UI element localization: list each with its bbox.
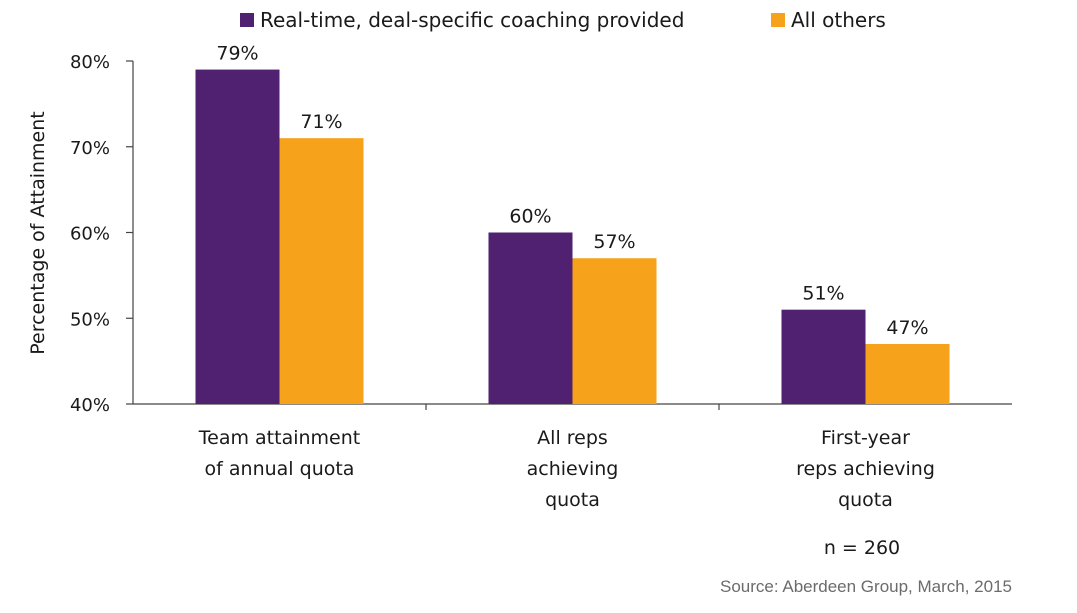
y-tick-label: 50% (70, 309, 110, 330)
data-label: 57% (593, 231, 635, 253)
y-axis: 40% 50% 60% 70% 80% (70, 52, 134, 416)
bar-series-1-cat-3 (781, 309, 866, 404)
data-label: 47% (886, 317, 928, 339)
category-label: Team attainment of annual quota (198, 427, 360, 480)
y-tick-label: 40% (70, 395, 110, 416)
y-axis-label: Percentage of Attainment (27, 111, 49, 355)
bar-series-1-cat-1 (195, 69, 280, 404)
data-label: 60% (509, 206, 551, 228)
data-label: 79% (216, 43, 258, 65)
data-labels-group: 79% 71% 60% 57% 51% 47% (216, 43, 928, 339)
category-label: First-year reps achieving quota (796, 427, 935, 511)
chart-legend: Real-time, deal-specific coaching provid… (240, 8, 886, 32)
y-tick-label: 80% (70, 52, 110, 73)
x-axis (133, 403, 1012, 410)
y-tick-label: 60% (70, 224, 110, 245)
bar-series-2-cat-2 (572, 258, 657, 404)
legend-swatch (240, 13, 254, 27)
bar-series-2-cat-3 (865, 343, 950, 404)
legend-label: Real-time, deal-specific coaching provid… (260, 8, 684, 32)
sample-size-note: n = 260 (824, 537, 900, 559)
bars-group (195, 69, 950, 405)
legend-swatch (771, 13, 785, 27)
legend-label: All others (791, 8, 886, 32)
category-labels-group: Team attainment of annual quota All reps ac… (198, 427, 935, 511)
bar-series-1-cat-2 (488, 232, 573, 404)
source-note: Source: Aberdeen Group, March, 2015 (720, 577, 1012, 596)
category-label: All reps achieving quota (527, 427, 619, 511)
data-label: 51% (802, 283, 844, 305)
y-tick-label: 70% (70, 138, 110, 159)
data-label: 71% (300, 111, 342, 133)
bar-series-2-cat-1 (279, 138, 364, 405)
